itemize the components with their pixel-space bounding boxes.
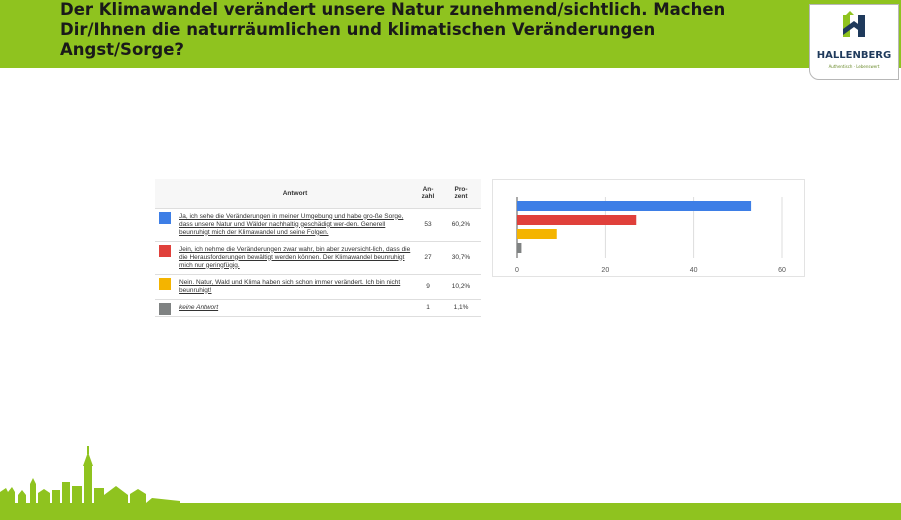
table-row: keine Antwort 1 1,1% bbox=[155, 299, 481, 317]
x-tick-label: 60 bbox=[778, 267, 786, 274]
bar bbox=[517, 229, 557, 239]
table-row: Jein, ich nehme die Veränderungen zwar w… bbox=[155, 241, 481, 275]
count-column-header: An- zahl bbox=[415, 179, 441, 209]
bar-chart-svg: 0 20 40 60 bbox=[515, 197, 786, 274]
bar bbox=[517, 201, 752, 211]
count-value: 1 bbox=[415, 299, 441, 317]
color-swatch bbox=[159, 211, 171, 224]
color-swatch bbox=[159, 244, 171, 257]
answer-text: Jein, ich nehme die Veränderungen zwar w… bbox=[175, 241, 415, 275]
answer-text: Ja, ich sehe die Veränderungen in meiner… bbox=[175, 208, 415, 242]
footer-band bbox=[0, 503, 901, 520]
page-title: Der Klimawandel verändert unsere Natur z… bbox=[60, 0, 726, 59]
table-header-row: Antwort An- zahl Pro- zent bbox=[155, 179, 481, 209]
percent-value: 10,2% bbox=[441, 274, 481, 300]
bar bbox=[517, 243, 522, 253]
answer-text: Nein. Natur, Wald und Klima haben sich s… bbox=[175, 274, 415, 300]
logo: HALLENBERG Authentisch · Lebenswert bbox=[809, 4, 899, 80]
x-tick-label: 0 bbox=[515, 267, 519, 274]
percent-value: 60,2% bbox=[441, 208, 481, 242]
x-tick-label: 40 bbox=[690, 267, 698, 274]
percent-value: 30,7% bbox=[441, 241, 481, 275]
table-row: Ja, ich sehe die Veränderungen in meiner… bbox=[155, 208, 481, 242]
logo-tagline: Authentisch · Lebenswert bbox=[828, 64, 880, 69]
logo-text: HALLENBERG bbox=[816, 50, 892, 61]
percent-column-header: Pro- zent bbox=[441, 179, 481, 209]
count-value: 9 bbox=[415, 274, 441, 300]
answer-column-header: Antwort bbox=[175, 179, 415, 209]
color-swatch bbox=[159, 277, 171, 290]
hallenberg-logo-icon bbox=[843, 11, 865, 37]
x-tick-label: 20 bbox=[601, 267, 609, 274]
town-skyline-icon bbox=[0, 446, 180, 503]
percent-value: 1,1% bbox=[441, 299, 481, 317]
count-value: 53 bbox=[415, 208, 441, 242]
bar-chart: 0 20 40 60 bbox=[492, 179, 805, 277]
results-table: Antwort An- zahl Pro- zent Ja, ich sehe … bbox=[155, 179, 481, 317]
answer-text: keine Antwort bbox=[175, 299, 415, 317]
count-value: 27 bbox=[415, 241, 441, 275]
bar bbox=[517, 215, 637, 225]
table-row: Nein. Natur, Wald und Klima haben sich s… bbox=[155, 274, 481, 300]
color-swatch bbox=[159, 302, 171, 315]
header-band bbox=[0, 0, 901, 68]
swatch-column-header bbox=[155, 179, 175, 209]
